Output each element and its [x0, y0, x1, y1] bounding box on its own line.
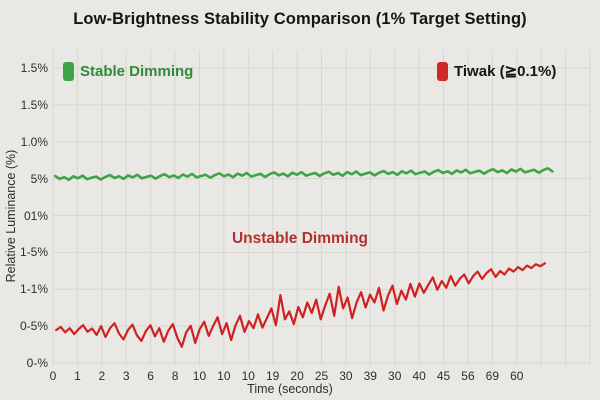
x-tick-label: 30: [339, 369, 353, 383]
y-tick-label: 0-5%: [19, 319, 48, 334]
series-line-unstable: [55, 262, 547, 348]
legend-swatch-green-icon: [63, 61, 74, 81]
x-tick-label: 20: [290, 369, 304, 383]
x-tick-label: 60: [510, 369, 524, 383]
y-tick-label: 1.0%: [20, 134, 48, 149]
legend-label-stable-dimming: Stable Dimming: [80, 62, 194, 80]
y-tick-label: 1-1%: [19, 282, 48, 297]
x-tick-label: 0: [49, 369, 57, 383]
x-tick-label: 10: [217, 369, 231, 383]
x-axis-title: Time (seconds): [247, 382, 333, 396]
x-tick-label: 30: [388, 369, 402, 383]
x-tick-label: 3: [122, 369, 130, 383]
x-tick-label: 19: [265, 369, 280, 383]
x-tick-label: 45: [436, 369, 451, 383]
x-tick-label: 39: [363, 369, 377, 383]
x-tick-label: 8: [171, 369, 179, 383]
x-tick-label: 10: [241, 369, 255, 383]
y-tick-label: 1-5%: [19, 245, 48, 260]
series-line-stable: [53, 167, 554, 182]
legend-swatch-red-icon: [437, 61, 448, 81]
x-tick-label: 56: [461, 369, 475, 383]
legend-item-stable-dimming: Stable Dimming: [63, 60, 193, 82]
legend-item-tiwak: Tiwak (≧0.1%): [437, 60, 556, 82]
x-tick-label: 6: [147, 369, 154, 383]
y-tick-label: 5%: [30, 171, 48, 186]
y-tick-label: 1.5%: [20, 97, 48, 112]
y-tick-label: 0-%: [26, 356, 48, 370]
x-tick-label: 69: [485, 369, 500, 383]
legend-label-tiwak: Tiwak (≧0.1%): [454, 63, 557, 80]
annotation-unstable-dimming: Unstable Dimming: [231, 230, 369, 247]
y-tick-label: 1.5%: [20, 61, 48, 75]
x-tick-label: 10: [192, 369, 207, 383]
x-tick-label: 1: [74, 369, 81, 383]
x-tick-label: 25: [314, 369, 329, 383]
chart-title: Low-Brightness Stability Comparison (1% …: [73, 10, 527, 28]
y-tick-label: 01%: [23, 208, 48, 223]
x-tick-label: 2: [98, 369, 106, 383]
x-tick-label: 40: [412, 369, 426, 383]
